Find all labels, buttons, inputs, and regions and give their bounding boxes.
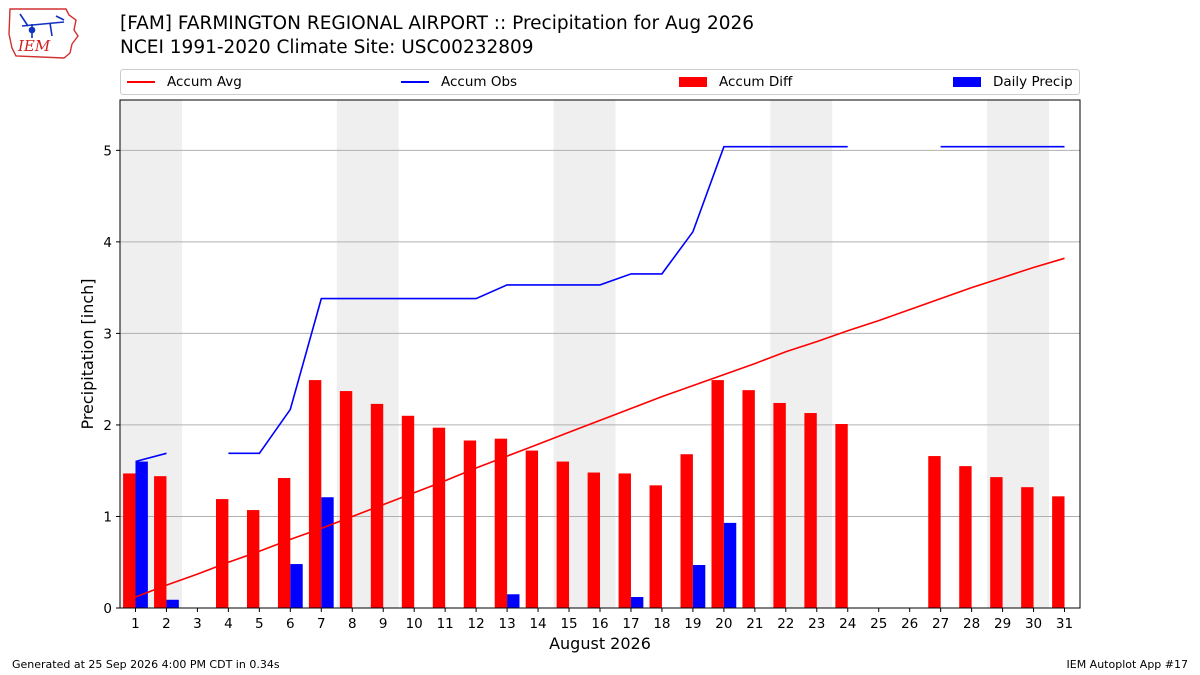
x-tick-label-25: 25 [870, 616, 887, 632]
iem-logo: IEM [8, 8, 79, 59]
x-tick-label-31: 31 [1056, 616, 1073, 632]
bar-accum-diff-27 [928, 456, 941, 608]
bar-accum-diff-4 [216, 499, 229, 608]
y-tick-label-1: 1 [103, 509, 112, 525]
bar-accum-diff-11 [432, 427, 446, 608]
bar-daily-precip-17 [630, 597, 644, 608]
bar-accum-diff-16 [587, 472, 600, 608]
bar-accum-diff-19 [680, 454, 693, 608]
bar-daily-precip-1 [135, 461, 148, 608]
legend-item-accum-diff: Accum Diff [679, 74, 792, 92]
x-tick-label-30: 30 [1025, 616, 1042, 632]
bar-daily-precip-2 [166, 599, 179, 608]
x-tick-label-18: 18 [653, 616, 670, 632]
bar-accum-diff-17 [618, 473, 631, 608]
bar-accum-diff-20 [711, 380, 724, 608]
x-tick-label-22: 22 [777, 616, 794, 632]
legend-label-accum-diff: Accum Diff [719, 74, 793, 90]
bar-accum-diff-13 [494, 438, 508, 608]
x-tick-label-26: 26 [901, 616, 918, 632]
x-tick-label-24: 24 [839, 616, 856, 632]
chart-title: [FAM] FARMINGTON REGIONAL AIRPORT :: Pre… [120, 13, 755, 34]
legend-item-accum-obs: Accum Obs [401, 74, 517, 92]
bar-accum-diff-2 [154, 476, 167, 608]
bar-accum-diff-30 [1021, 487, 1034, 608]
legend-label-accum-avg: Accum Avg [167, 74, 242, 90]
x-tick-label-15: 15 [560, 616, 577, 632]
x-tick-label-17: 17 [622, 616, 639, 632]
bar-accum-diff-18 [649, 485, 662, 608]
bar-accum-diff-28 [959, 466, 972, 608]
legend-swatch-accum-diff [679, 77, 707, 87]
x-tick-label-27: 27 [932, 616, 949, 632]
x-axis-label: August 2026 [549, 634, 651, 653]
x-tick-label-19: 19 [684, 616, 701, 632]
bar-accum-diff-12 [463, 440, 477, 608]
logo-text: IEM [17, 37, 51, 55]
bar-accum-diff-24 [835, 424, 848, 608]
chart-subtitle: NCEI 1991-2020 Climate Site: USC00232809 [120, 37, 534, 58]
x-tick-label-16: 16 [591, 616, 608, 632]
bar-accum-diff-29 [990, 477, 1003, 608]
x-tick-label-13: 13 [499, 616, 516, 632]
bar-daily-precip-7 [321, 497, 334, 608]
legend-label-daily-precip: Daily Precip [993, 74, 1073, 90]
line-accum-obs [135, 145, 1065, 463]
weather-station-icon [19, 13, 65, 38]
bar-accum-diff-5 [246, 510, 260, 608]
x-tick-label-3: 3 [193, 616, 202, 632]
x-tick-label-29: 29 [994, 616, 1011, 632]
x-tick-label-1: 1 [131, 616, 140, 632]
bar-accum-diff-7 [308, 380, 322, 608]
bar-daily-precip-13 [507, 594, 520, 608]
legend-swatch-accum-obs [401, 81, 429, 83]
bar-accum-diff-23 [804, 413, 817, 608]
x-tick-label-23: 23 [808, 616, 825, 632]
legend-swatch-daily-precip [953, 77, 981, 87]
iowa-outline-icon [8, 8, 79, 59]
footer-app: IEM Autoplot App #17 [1066, 658, 1189, 671]
y-axis-label: Precipitation [inch] [78, 278, 97, 429]
x-tick-label-21: 21 [746, 616, 763, 632]
footer-generated: Generated at 25 Sep 2026 4:00 PM CDT in … [12, 658, 280, 671]
x-tick-label-14: 14 [529, 616, 546, 632]
bar-accum-diff-6 [277, 478, 291, 608]
bar-accum-diff-10 [401, 415, 415, 608]
x-tick-label-20: 20 [715, 616, 732, 632]
y-tick-label-2: 2 [103, 418, 112, 434]
x-tick-label-9: 9 [379, 616, 388, 632]
x-tick-label-8: 8 [348, 616, 357, 632]
bar-daily-precip-19 [692, 564, 706, 608]
x-tick-label-5: 5 [255, 616, 264, 632]
x-tick-label-2: 2 [162, 616, 171, 632]
x-tick-label-7: 7 [317, 616, 326, 632]
y-tick-label-4: 4 [103, 235, 112, 251]
bar-accum-diff-1 [123, 473, 136, 608]
y-tick-label-0: 0 [103, 601, 112, 617]
x-tick-label-12: 12 [468, 616, 485, 632]
bar-accum-diff-8 [339, 391, 353, 608]
bar-accum-diff-14 [525, 450, 539, 608]
legend-swatch-accum-avg [127, 81, 155, 83]
legend: Accum Avg Accum Obs Accum Diff Daily Pre… [120, 69, 1080, 95]
bar-accum-diff-31 [1052, 496, 1065, 608]
legend-item-daily-precip: Daily Precip [953, 74, 1073, 92]
x-tick-label-28: 28 [963, 616, 980, 632]
legend-label-accum-obs: Accum Obs [441, 74, 518, 90]
line-accum-avg [135, 257, 1065, 598]
x-tick-label-4: 4 [224, 616, 233, 632]
y-tick-label-3: 3 [103, 326, 112, 342]
bar-accum-diff-15 [556, 461, 570, 608]
bar-accum-diff-9 [370, 403, 384, 608]
x-tick-label-6: 6 [286, 616, 295, 632]
legend-item-accum-avg: Accum Avg [127, 74, 242, 92]
bar-accum-diff-21 [742, 390, 755, 608]
x-tick-label-11: 11 [437, 616, 454, 632]
bar-daily-precip-6 [290, 564, 303, 608]
y-tick-label-5: 5 [103, 143, 112, 159]
bar-daily-precip-20 [723, 522, 737, 608]
bar-accum-diff-22 [773, 402, 786, 608]
x-tick-label-10: 10 [406, 616, 423, 632]
